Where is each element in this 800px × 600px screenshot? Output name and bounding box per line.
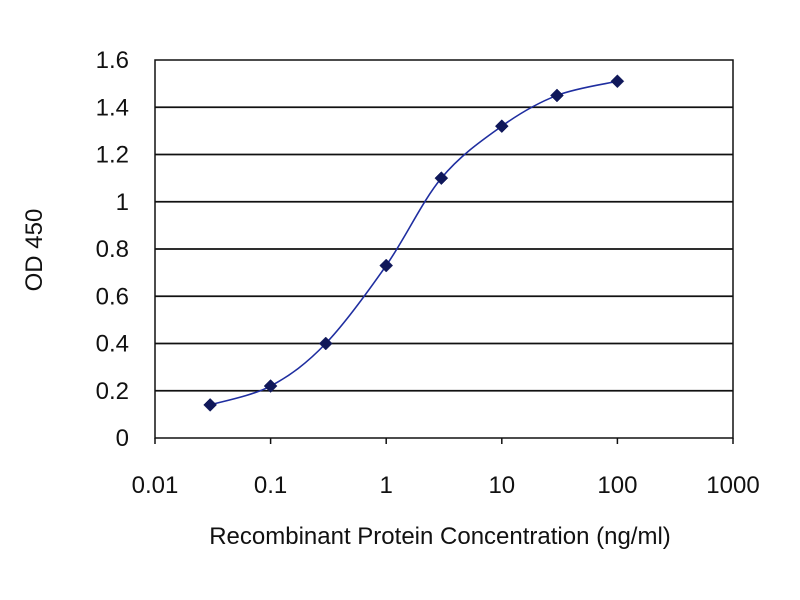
y-tick-label: 1.2 (96, 142, 129, 169)
y-axis-tick-labels: 0 0.2 0.4 0.6 0.8 1 1.2 1.4 1.6 (96, 47, 129, 452)
data-point (550, 88, 564, 103)
x-axis-tick-labels: 0.01 0.1 1 10 100 1000 (132, 472, 760, 499)
x-tick-label: 100 (597, 472, 637, 499)
data-point (379, 258, 394, 273)
y-tick-label: 1 (116, 189, 129, 216)
y-tick-label: 1.4 (96, 94, 129, 121)
x-tick-label: 0.1 (254, 472, 287, 499)
y-tick-label: 0.8 (96, 236, 129, 263)
data-point-markers (203, 74, 625, 412)
x-tick-label: 1 (380, 472, 393, 499)
data-point (434, 171, 449, 185)
x-tick-label: 10 (488, 472, 515, 499)
y-tick-label: 0.2 (96, 378, 129, 405)
y-tick-label: 1.6 (96, 47, 129, 74)
data-point (610, 74, 625, 89)
series-curve (209, 80, 618, 406)
data-point (263, 379, 278, 393)
y-axis-title: OD 450 (21, 209, 48, 292)
y-tick-label: 0 (116, 425, 129, 452)
plot-area (154, 59, 734, 439)
y-tick-label: 0.6 (96, 283, 129, 310)
y-tick-label: 0.4 (96, 331, 129, 358)
x-tick-label: 0.01 (132, 472, 179, 499)
x-tick-label: 1000 (706, 472, 759, 499)
data-point (318, 336, 333, 351)
data-point (494, 119, 509, 134)
x-axis-tick-marks (154, 438, 734, 444)
x-axis-title: Recombinant Protein Concentration (ng/ml… (209, 523, 671, 550)
grid-lines (155, 106, 733, 392)
data-point (203, 398, 218, 412)
